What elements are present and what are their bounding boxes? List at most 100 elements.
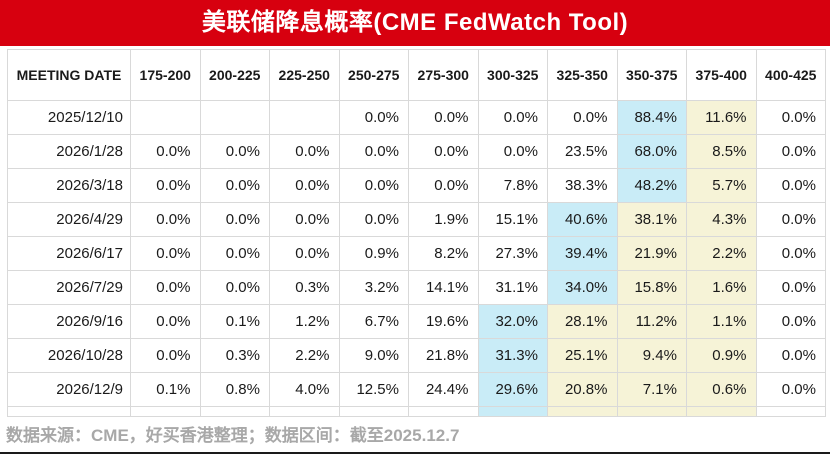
probability-cell: 0.0% <box>755 270 826 305</box>
rate-range-column-header: 300-325 <box>477 49 548 101</box>
probability-cell: 0.0% <box>755 304 826 339</box>
probability-cell: 23.5% <box>547 134 618 169</box>
probability-cell: 0.0% <box>130 134 201 169</box>
probability-cell: 1.9% <box>408 202 479 237</box>
rate-range-column-header: 275-300 <box>408 49 479 101</box>
table-header: MEETING DATE 175-200 200-225 225-250 250-275… <box>7 49 826 101</box>
probability-cell: 5.7% <box>686 168 757 203</box>
probability-cell: 0.0% <box>199 134 270 169</box>
probability-cell: 11.6% <box>686 100 757 135</box>
meeting-date-cell: 2026/7/29 <box>7 270 131 305</box>
partial-cutoff-row <box>7 406 826 417</box>
table-row: 2026/10/28 0.0% 0.3% 2.2% 9.0% 21.8% 31.3% 25.1… <box>7 338 826 373</box>
probability-cell: 0.0% <box>338 202 409 237</box>
probability-cell: 20.8% <box>547 372 618 407</box>
probability-cell: 0.0% <box>477 100 548 135</box>
probability-cell: 88.4% <box>616 100 687 135</box>
probability-cell: 0.0% <box>755 372 826 407</box>
probability-cell: 0.0% <box>130 168 201 203</box>
probability-cell: 0.0% <box>338 168 409 203</box>
probability-cell <box>616 406 687 417</box>
probability-cell: 15.1% <box>477 202 548 237</box>
probability-cell: 21.9% <box>616 236 687 271</box>
probability-cell: 0.0% <box>199 168 270 203</box>
meeting-date-cell: 2026/6/17 <box>7 236 131 271</box>
table-body: 2025/12/10 0.0% 0.0% 0.0% 0.0% 88.4% 11.6% 0.0%… <box>7 100 826 417</box>
probability-cell: 0.1% <box>199 304 270 339</box>
probability-cell: 7.8% <box>477 168 548 203</box>
probability-cell: 0.0% <box>755 100 826 135</box>
rate-range-column-header: 250-275 <box>338 49 409 101</box>
probability-cell: 31.1% <box>477 270 548 305</box>
meeting-date-column-header: MEETING DATE <box>7 49 131 101</box>
probability-cell: 0.0% <box>338 100 409 135</box>
probability-cell: 1.1% <box>686 304 757 339</box>
probability-cell: 9.4% <box>616 338 687 373</box>
probability-cell: 0.0% <box>408 168 479 203</box>
probability-cell: 0.0% <box>199 202 270 237</box>
probability-cell: 28.1% <box>547 304 618 339</box>
probability-cell: 0.0% <box>269 134 340 169</box>
probability-cell <box>547 406 618 417</box>
table-row: 2026/6/17 0.0% 0.0% 0.0% 0.9% 8.2% 27.3% 39.4% 2… <box>7 236 826 271</box>
probability-cell: 0.0% <box>130 202 201 237</box>
table-header-row: MEETING DATE 175-200 200-225 225-250 250-275… <box>7 49 826 101</box>
probability-cell: 15.8% <box>616 270 687 305</box>
probability-table: MEETING DATE 175-200 200-225 225-250 250-275… <box>7 49 826 417</box>
probability-cell <box>338 406 409 417</box>
rate-range-column-header: 375-400 <box>686 49 757 101</box>
table-row: 2026/7/29 0.0% 0.0% 0.3% 3.2% 14.1% 31.1% 34.0%… <box>7 270 826 305</box>
meeting-date-cell <box>7 406 131 417</box>
probability-cell: 0.8% <box>199 372 270 407</box>
probability-cell: 21.8% <box>408 338 479 373</box>
probability-cell: 4.3% <box>686 202 757 237</box>
table-row: 2026/12/9 0.1% 0.8% 4.0% 12.5% 24.4% 29.6% 20.8… <box>7 372 826 407</box>
meeting-date-cell: 2026/4/29 <box>7 202 131 237</box>
rate-range-column-header: 200-225 <box>199 49 270 101</box>
probability-cell: 0.9% <box>686 338 757 373</box>
meeting-date-cell: 2025/12/10 <box>7 100 131 135</box>
probability-cell: 9.0% <box>338 338 409 373</box>
probability-cell <box>755 406 826 417</box>
probability-cell <box>199 406 270 417</box>
probability-cell: 31.3% <box>477 338 548 373</box>
bottom-divider-line <box>0 452 830 454</box>
rate-range-column-header: 175-200 <box>130 49 201 101</box>
probability-cell: 0.6% <box>686 372 757 407</box>
probability-cell: 0.0% <box>269 236 340 271</box>
table-row: 2026/9/16 0.0% 0.1% 1.2% 6.7% 19.6% 32.0% 28.1%… <box>7 304 826 339</box>
probability-cell: 0.0% <box>130 338 201 373</box>
probability-cell: 2.2% <box>686 236 757 271</box>
probability-cell: 29.6% <box>477 372 548 407</box>
rate-range-column-header: 225-250 <box>269 49 340 101</box>
probability-cell: 0.0% <box>269 168 340 203</box>
probability-cell: 14.1% <box>408 270 479 305</box>
probability-cell: 32.0% <box>477 304 548 339</box>
probability-cell: 68.0% <box>616 134 687 169</box>
table-row: 2026/1/28 0.0% 0.0% 0.0% 0.0% 0.0% 0.0% 23.5% 68… <box>7 134 826 169</box>
probability-cell: 0.9% <box>338 236 409 271</box>
probability-cell: 0.0% <box>130 304 201 339</box>
rate-range-column-header: 350-375 <box>616 49 687 101</box>
probability-cell: 0.1% <box>130 372 201 407</box>
figure-title: 美联储降息概率(CME FedWatch Tool) <box>0 0 830 46</box>
probability-cell: 0.0% <box>755 134 826 169</box>
probability-cell: 38.3% <box>547 168 618 203</box>
probability-cell: 8.2% <box>408 236 479 271</box>
probability-cell: 0.0% <box>408 134 479 169</box>
probability-cell: 38.1% <box>616 202 687 237</box>
probability-cell: 4.0% <box>269 372 340 407</box>
probability-cell: 19.6% <box>408 304 479 339</box>
probability-cell: 34.0% <box>547 270 618 305</box>
probability-cell <box>686 406 757 417</box>
table-row: 2025/12/10 0.0% 0.0% 0.0% 0.0% 88.4% 11.6% 0.0% <box>7 100 826 135</box>
probability-cell: 8.5% <box>686 134 757 169</box>
probability-cell: 25.1% <box>547 338 618 373</box>
table-row: 2026/4/29 0.0% 0.0% 0.0% 0.0% 1.9% 15.1% 40.6% 3… <box>7 202 826 237</box>
probability-cell: 0.3% <box>199 338 270 373</box>
probability-cell: 0.0% <box>547 100 618 135</box>
probability-cell: 24.4% <box>408 372 479 407</box>
probability-cell: 27.3% <box>477 236 548 271</box>
probability-cell: 2.2% <box>269 338 340 373</box>
probability-cell: 0.0% <box>755 236 826 271</box>
